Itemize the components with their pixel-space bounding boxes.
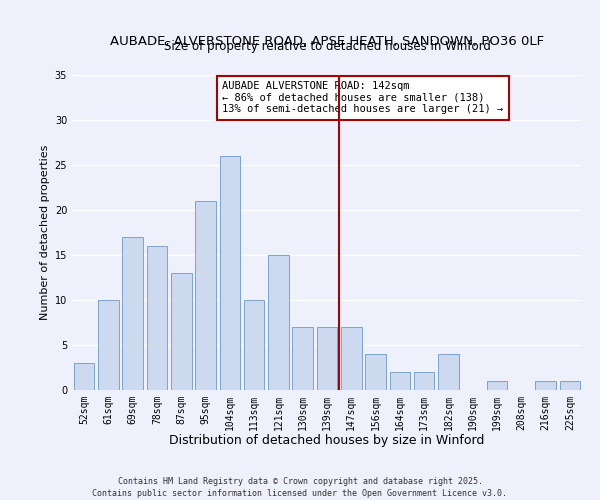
Bar [341, 327, 362, 390]
Bar [292, 327, 313, 390]
Bar [171, 273, 191, 390]
Bar [244, 300, 265, 390]
Bar [365, 354, 386, 390]
Bar [98, 300, 119, 390]
Bar [74, 363, 94, 390]
Title: Size of property relative to detached houses in Winford: Size of property relative to detached ho… [164, 40, 490, 53]
Bar [535, 381, 556, 390]
Bar [122, 237, 143, 390]
Bar [195, 201, 216, 390]
Text: AUBADE, ALVERSTONE ROAD, APSE HEATH, SANDOWN, PO36 0LF: AUBADE, ALVERSTONE ROAD, APSE HEATH, SAN… [110, 35, 544, 48]
Bar [414, 372, 434, 390]
Text: AUBADE ALVERSTONE ROAD: 142sqm
← 86% of detached houses are smaller (138)
13% of: AUBADE ALVERSTONE ROAD: 142sqm ← 86% of … [223, 82, 504, 114]
Bar [438, 354, 459, 390]
Bar [317, 327, 337, 390]
Y-axis label: Number of detached properties: Number of detached properties [40, 145, 50, 320]
Bar [220, 156, 240, 390]
Text: Contains HM Land Registry data © Crown copyright and database right 2025.
Contai: Contains HM Land Registry data © Crown c… [92, 476, 508, 498]
Bar [146, 246, 167, 390]
Bar [560, 381, 580, 390]
Bar [487, 381, 508, 390]
Bar [389, 372, 410, 390]
X-axis label: Distribution of detached houses by size in Winford: Distribution of detached houses by size … [169, 434, 485, 448]
Bar [268, 255, 289, 390]
